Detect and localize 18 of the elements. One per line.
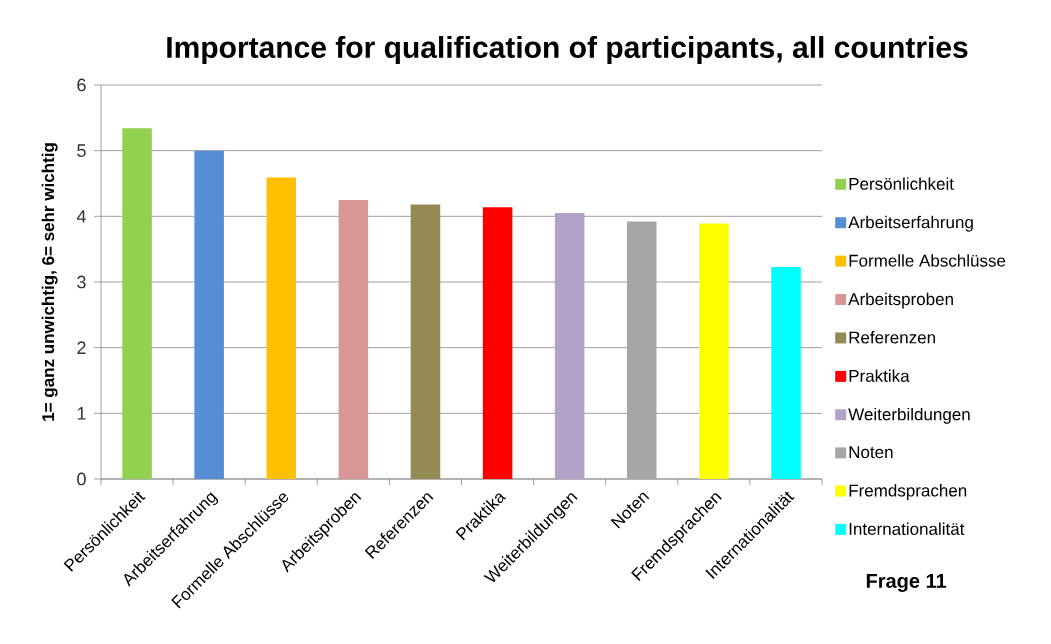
legend-label: Formelle Abschlüsse xyxy=(849,254,1006,267)
y-tick-label: 0 xyxy=(77,472,86,486)
y-tick-label: 4 xyxy=(76,210,86,223)
y-tick-label: 6 xyxy=(77,78,86,92)
y-tick-label: 5 xyxy=(77,144,86,157)
legend-label: Praktika xyxy=(849,369,910,382)
text: Frage 11 xyxy=(866,573,947,592)
legend-label: Persönlichkeit xyxy=(849,177,954,190)
y-axis-title: 1= ganz unwichtig, 6= sehr wichtig xyxy=(41,143,58,421)
y-tick-label: 1 xyxy=(77,407,86,420)
legend-label: Arbeitserfahrung xyxy=(848,215,973,232)
y-tick-label: 3 xyxy=(77,275,86,289)
legend-label: Arbeitsproben xyxy=(848,292,953,309)
y-tick-label: 2 xyxy=(77,341,86,354)
legend-label: Noten xyxy=(849,446,893,459)
legend-label: Referenzen xyxy=(849,331,935,344)
legend-label: Weiterbildungen xyxy=(848,407,970,424)
chart-title: Importance for qualification of participants, all countries xyxy=(167,36,968,64)
